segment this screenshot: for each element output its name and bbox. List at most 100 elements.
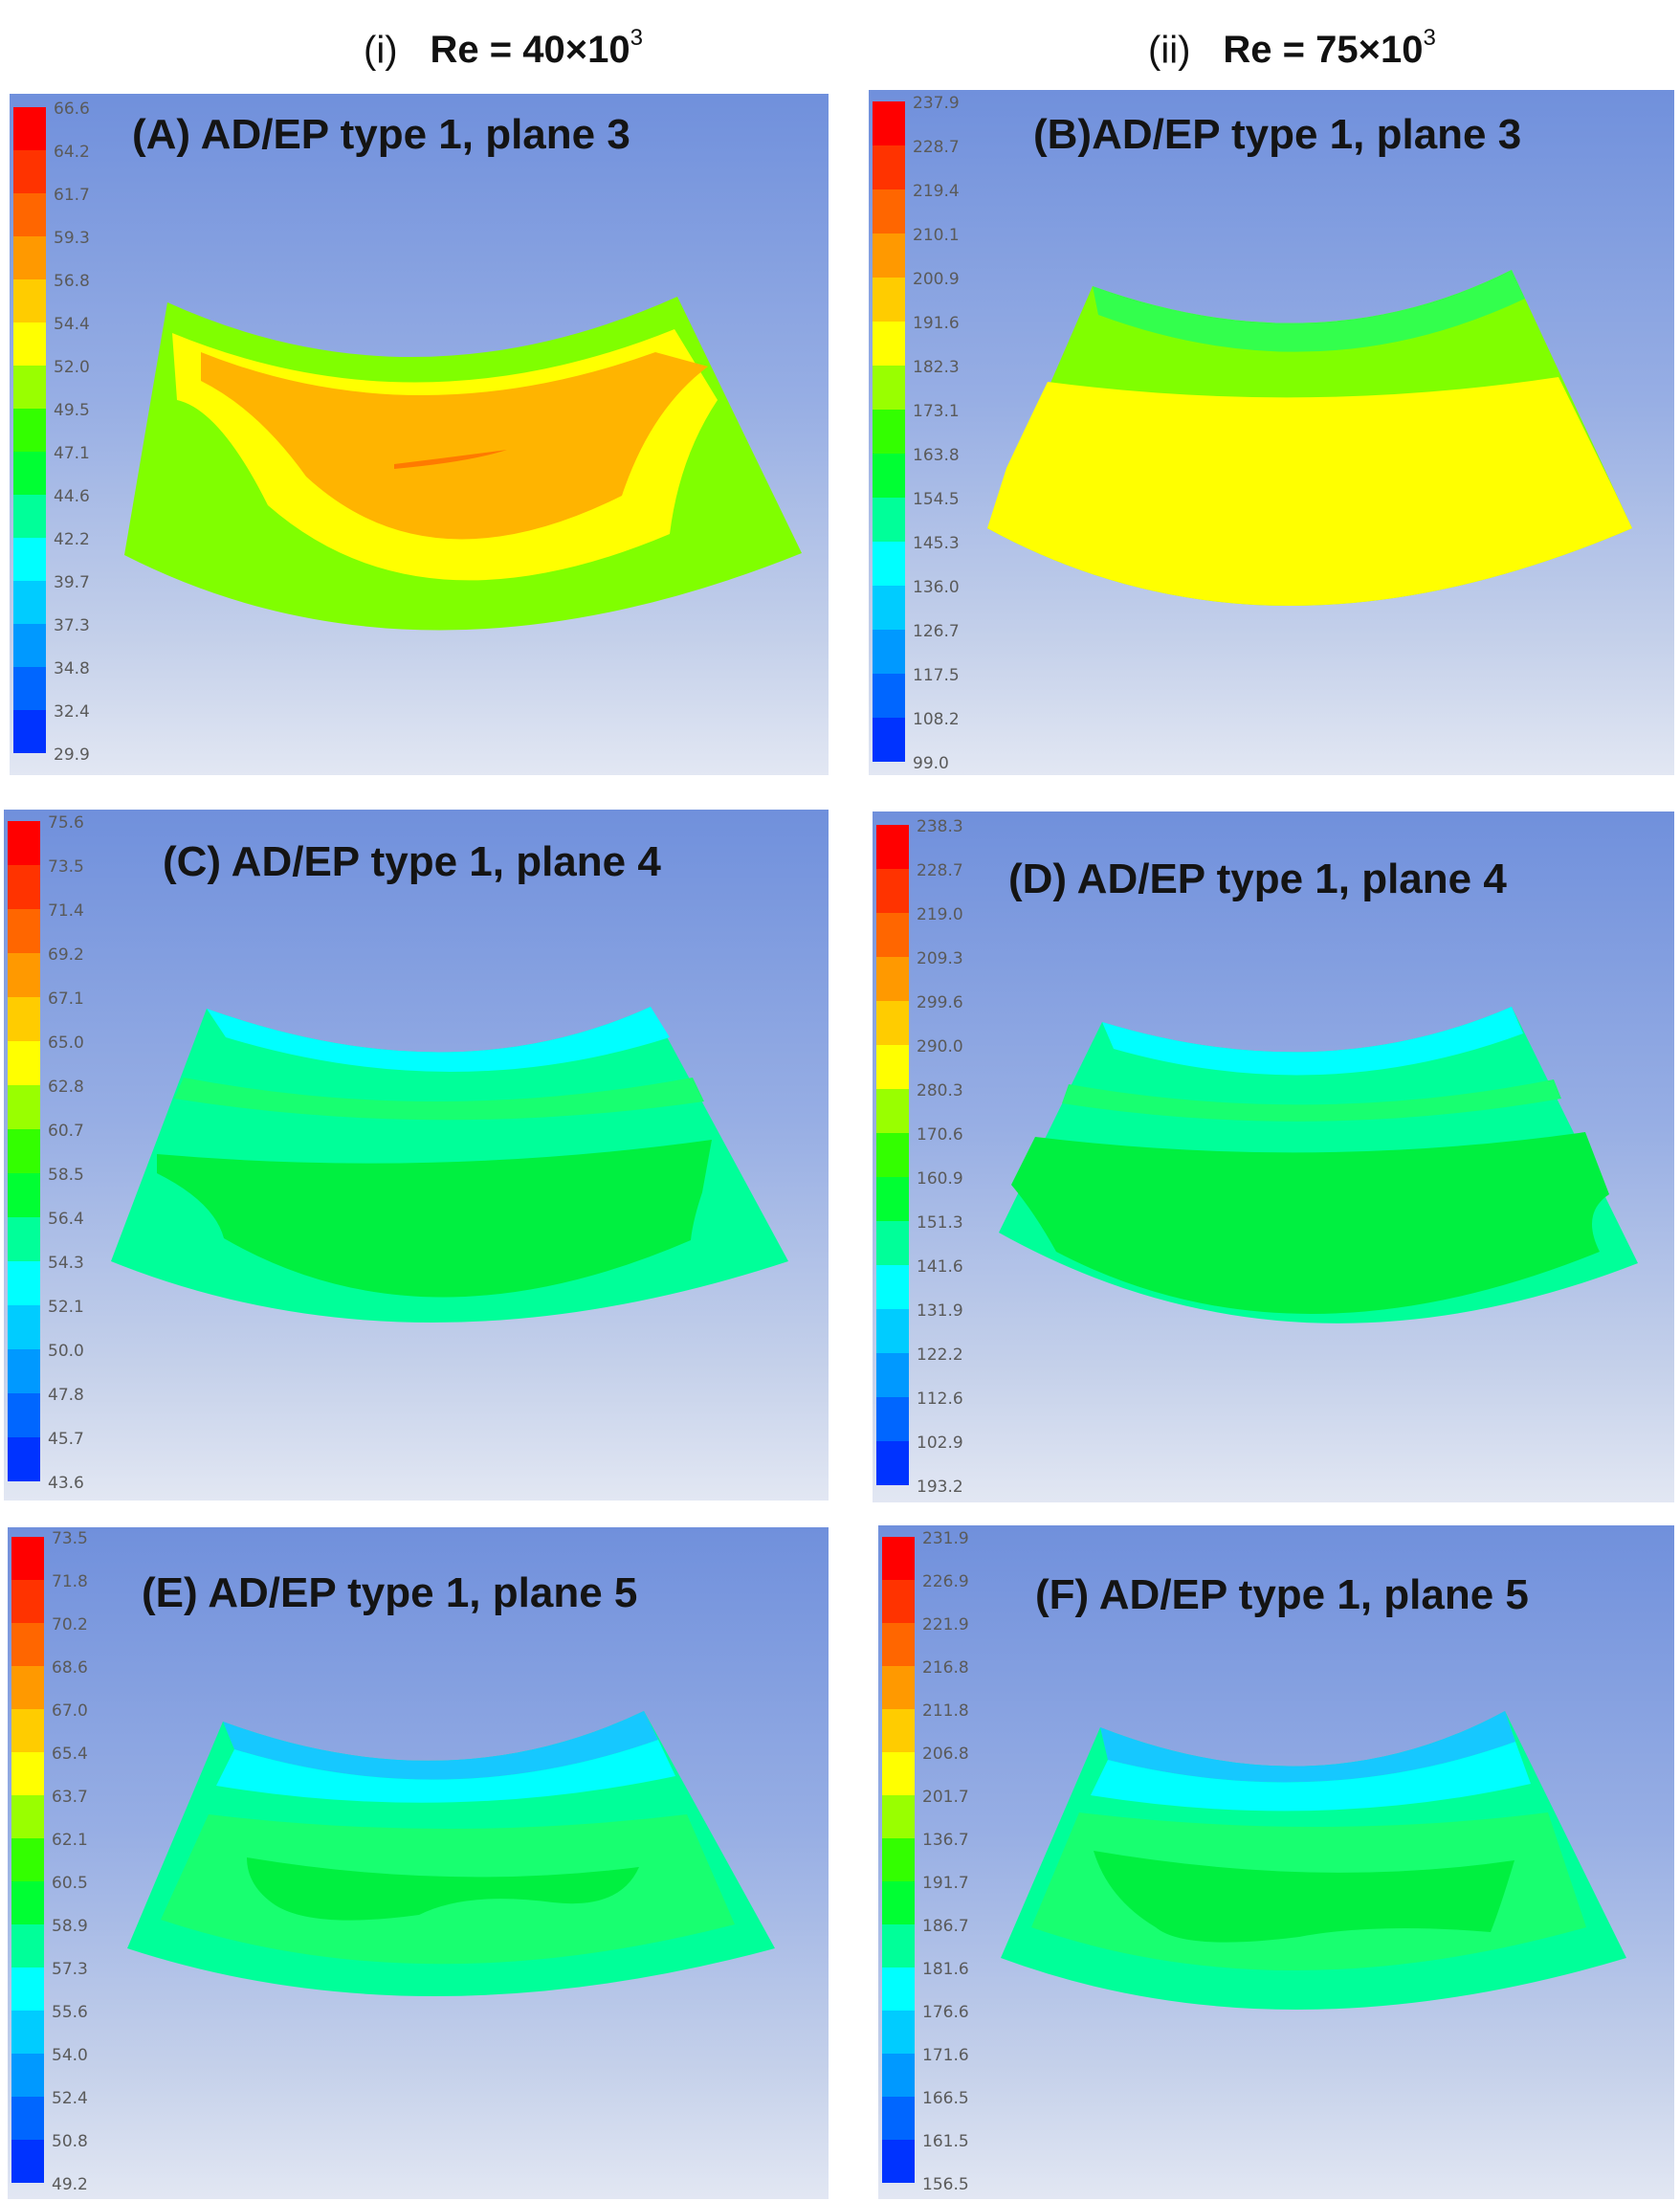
color-swatch: [882, 2097, 915, 2140]
legend-tick: 73.5: [52, 1529, 88, 1548]
legend-tick: 290.0: [917, 1037, 963, 1056]
color-swatch: [873, 498, 905, 542]
color-swatch: [876, 1309, 909, 1353]
contour-plot-a: [124, 297, 802, 631]
color-swatch: [13, 409, 46, 452]
band-cyan: [207, 1007, 670, 1072]
color-swatch: [876, 1045, 909, 1089]
color-swatch: [8, 1173, 40, 1217]
color-swatch: [876, 1265, 909, 1309]
color-swatch: [13, 322, 46, 366]
legend-tick: 228.7: [913, 138, 960, 157]
color-swatch: [13, 150, 46, 193]
color-swatch: [873, 586, 905, 630]
color-swatch: [873, 542, 905, 586]
color-swatch: [873, 366, 905, 410]
contour-plot-f: [1001, 1711, 1626, 2010]
legend-tick: 131.9: [917, 1301, 963, 1321]
legend-tick: 32.4: [54, 702, 90, 722]
legend-tick: 58.5: [48, 1166, 84, 1185]
legend-tick: 47.1: [54, 444, 90, 463]
color-swatch: [882, 1968, 915, 2011]
color-scale-bar: [11, 1537, 44, 2183]
color-swatch: [873, 322, 905, 366]
color-swatch: [11, 1838, 44, 1881]
color-swatch: [882, 1924, 915, 1968]
color-swatch: [876, 1089, 909, 1133]
color-swatch: [11, 1623, 44, 1666]
legend-tick: 58.9: [52, 1917, 88, 1936]
contour-plot-e: [127, 1711, 775, 1996]
legend-tick: 193.2: [917, 1478, 963, 1497]
color-swatch: [882, 1623, 915, 1666]
legend-tick: 64.2: [54, 143, 90, 162]
legend-tick: 50.8: [52, 2132, 88, 2151]
panel-title: (F) AD/EP type 1, plane 5: [1035, 1571, 1529, 1618]
legend-tick: 44.6: [54, 487, 90, 506]
legend-tick: 219.4: [913, 182, 960, 201]
reynolds-number: Re = 75×10: [1223, 29, 1424, 72]
color-swatch: [882, 1709, 915, 1752]
legend-tick: 186.7: [922, 1917, 969, 1936]
contour-panel-d: 238.3 228.7 219.0 209.3 299.6 290.0 280.…: [873, 811, 1674, 1502]
color-swatch: [11, 1709, 44, 1752]
contour-plot-c: [111, 1007, 788, 1323]
color-scale-bar: [13, 107, 46, 753]
legend-tick: 182.3: [913, 358, 960, 377]
color-scale-bar: [8, 821, 40, 1481]
color-swatch: [882, 2011, 915, 2054]
legend-tick: 65.4: [52, 1745, 88, 1764]
legend-tick: 280.3: [917, 1081, 963, 1100]
color-swatch: [873, 145, 905, 189]
legend-tick: 238.3: [917, 817, 963, 836]
legend-tick: 136.7: [922, 1831, 969, 1850]
legend-tick: 55.6: [52, 2003, 88, 2022]
legend-tick: 37.3: [54, 616, 90, 635]
color-swatch: [882, 1580, 915, 1623]
band-cyan: [1091, 1742, 1531, 1812]
legend-tick: 141.6: [917, 1257, 963, 1277]
color-swatch: [13, 667, 46, 710]
legend-tick: 34.8: [54, 659, 90, 678]
legend-tick: 211.8: [922, 1701, 969, 1721]
legend-tick: 145.3: [913, 534, 960, 553]
color-swatch: [11, 2011, 44, 2054]
color-swatch: [11, 1795, 44, 1838]
legend-tick: 49.2: [52, 2175, 88, 2194]
legend-tick: 60.5: [52, 1874, 88, 1893]
legend-tick: 191.6: [913, 314, 960, 333]
band-orange: [201, 352, 708, 540]
legend-tick: 181.6: [922, 1960, 969, 1979]
color-swatch: [11, 1924, 44, 1968]
legend-tick: 237.9: [913, 94, 960, 113]
legend-tick: 66.6: [54, 100, 90, 119]
legend-tick: 47.8: [48, 1386, 84, 1405]
band-green: [1094, 1851, 1514, 1943]
panel-title: (E) AD/EP type 1, plane 5: [142, 1569, 638, 1616]
legend-tick: 170.6: [917, 1125, 963, 1145]
legend-tick: 191.7: [922, 1874, 969, 1893]
legend-tick: 71.8: [52, 1572, 88, 1591]
color-swatch: [882, 1881, 915, 1924]
panel-title: (D) AD/EP type 1, plane 4: [1008, 856, 1507, 902]
color-swatch: [8, 1085, 40, 1129]
panel-title: (A) AD/EP type 1, plane 3: [132, 111, 630, 158]
color-swatch: [876, 1177, 909, 1221]
color-swatch: [11, 1752, 44, 1795]
contour-plot-b: [987, 270, 1632, 606]
color-swatch: [8, 1217, 40, 1261]
legend-tick: 57.3: [52, 1960, 88, 1979]
band-cyan: [216, 1740, 675, 1803]
color-swatch: [876, 957, 909, 1001]
color-swatch: [13, 107, 46, 150]
legend-tick: 161.5: [922, 2132, 969, 2151]
color-swatch: [8, 1129, 40, 1173]
color-swatch: [882, 1752, 915, 1795]
legend-tick: 99.0: [913, 754, 949, 773]
color-swatch: [8, 1437, 40, 1481]
contour-panel-e: 73.5 71.8 70.2 68.6 67.0 65.4 63.7 62.1 …: [8, 1527, 829, 2199]
color-swatch: [873, 233, 905, 278]
legend-tick: 173.1: [913, 402, 960, 421]
color-swatch: [13, 538, 46, 581]
legend-tick: 71.4: [48, 901, 84, 921]
